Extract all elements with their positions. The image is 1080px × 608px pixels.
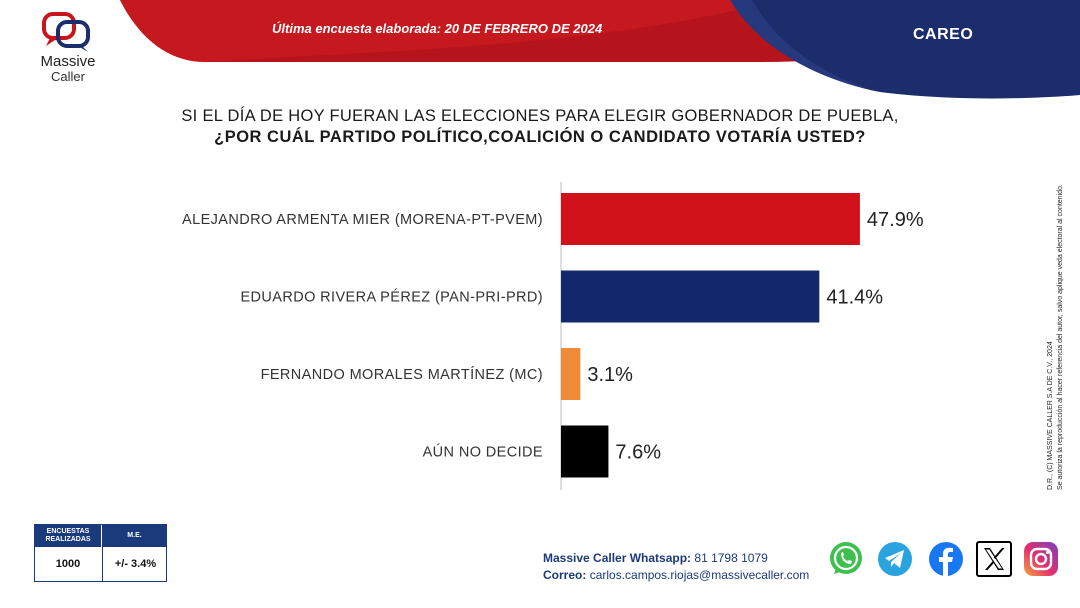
margin-error-header: M.E.	[102, 525, 167, 547]
copyright-line-1: D.R., (C) MASSIVE CALLER S.A DE C.V., 20…	[1047, 341, 1054, 490]
email-label: Correo:	[543, 568, 587, 582]
copyright-line-2: Se autoriza la reproducción al hacer ref…	[1057, 184, 1064, 490]
question-line-2: ¿POR CUÁL PARTIDO POLÍTICO,COALICIÓN O C…	[214, 128, 866, 146]
bar-4	[561, 425, 609, 478]
value-label-2: 41.4%	[826, 287, 883, 309]
whatsapp-icon[interactable]	[827, 540, 865, 578]
logo-text-caller: Caller	[51, 69, 85, 84]
bar-3	[561, 348, 581, 400]
margin-error-value: +/- 3.4%	[102, 547, 168, 581]
copyright-note: D.R., (C) MASSIVE CALLER S.A DE C.V., 20…	[1046, 110, 1066, 490]
category-label-3: FERNANDO MORALES MARTÍNEZ (MC)	[261, 366, 543, 383]
header-tag: CAREO	[913, 26, 974, 43]
facebook-icon[interactable]	[927, 540, 965, 578]
value-label-4: 7.6%	[615, 442, 661, 464]
bar-2	[561, 270, 820, 323]
value-label-1: 47.9%	[867, 209, 924, 231]
whatsapp-label: Massive Caller Whatsapp:	[543, 551, 692, 565]
header-banner	[120, 0, 1080, 99]
email-address[interactable]: carlos.campos.riojas@massivecaller.com	[589, 568, 810, 582]
category-label-2: EDUARDO RIVERA PÉREZ (PAN-PRI-PRD)	[240, 289, 543, 306]
bar-1	[561, 193, 860, 245]
category-label-4: AÚN NO DECIDE	[423, 444, 543, 461]
category-label-1: ALEJANDRO ARMENTA MIER (MORENA-PT-PVEM)	[182, 212, 543, 228]
telegram-icon[interactable]	[876, 540, 914, 578]
instagram-icon[interactable]	[1022, 540, 1060, 578]
whatsapp-number[interactable]: 81 1798 1079	[694, 551, 768, 565]
surveys-value: 1000	[55, 558, 81, 570]
value-label-3: 3.1%	[587, 364, 633, 386]
email-contact: Correo: carlos.campos.riojas@massivecall…	[543, 568, 809, 582]
massive-caller-logo: Massive Caller	[30, 12, 110, 84]
question-line-1: SI EL DÍA DE HOY FUERAN LAS ELECCIONES P…	[181, 107, 899, 125]
whatsapp-contact: Massive Caller Whatsapp: 81 1798 1079	[543, 551, 768, 565]
methodology-table: ENCUESTAS REALIZADAS M.E. 1000 +/- 3.4%	[34, 524, 167, 582]
logo-text-massive: Massive	[40, 53, 96, 70]
x-icon[interactable]	[975, 540, 1013, 578]
chat-bubbles-icon	[42, 12, 90, 52]
surveys-header: ENCUESTAS REALIZADAS	[35, 525, 101, 547]
survey-date: Última encuesta elaborada: 20 DE FEBRERO…	[272, 21, 603, 36]
